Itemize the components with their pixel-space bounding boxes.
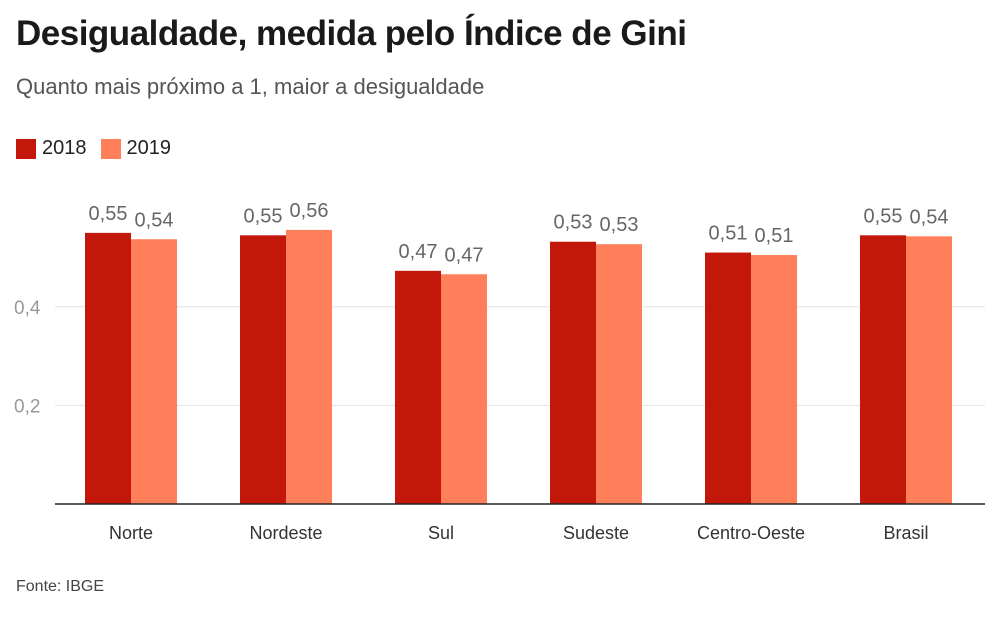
bar-2019 <box>751 255 797 504</box>
y-tick-label: 0,4 <box>14 298 41 319</box>
legend: 2018 2019 <box>16 137 171 160</box>
bar-2019 <box>131 239 177 504</box>
y-tick-label: 0,2 <box>14 396 40 417</box>
x-tick-label: Norte <box>109 523 153 543</box>
bar-2019 <box>286 229 332 504</box>
bar-2018 <box>395 270 441 504</box>
bar-2019 <box>906 236 952 504</box>
bar-2018 <box>85 232 131 504</box>
data-label-2018: 0,55 <box>89 203 128 225</box>
data-label-2019: 0,47 <box>445 244 484 266</box>
x-tick-label: Sul <box>428 523 454 543</box>
data-label-2018: 0,47 <box>399 241 438 263</box>
legend-swatch-2019 <box>100 138 121 159</box>
legend-label-2018: 2018 <box>42 137 87 159</box>
bar-2019 <box>596 244 642 504</box>
x-tick-label: Brasil <box>883 523 928 543</box>
bar-2018 <box>860 235 906 504</box>
data-label-2019: 0,54 <box>135 209 174 231</box>
data-label-2018: 0,55 <box>864 205 903 227</box>
chart-title: Desigualdade, medida pelo Índice de Gini <box>16 14 687 53</box>
data-label-2019: 0,51 <box>755 225 794 247</box>
data-label-2019: 0,53 <box>600 214 639 236</box>
x-tick-label: Nordeste <box>249 523 322 543</box>
bar-2018 <box>240 235 286 504</box>
data-label-2018: 0,55 <box>244 205 283 227</box>
x-tick-label: Centro-Oeste <box>697 523 805 543</box>
bar-2018 <box>550 241 596 504</box>
data-label-2019: 0,56 <box>290 200 329 222</box>
data-label-2018: 0,53 <box>554 212 593 234</box>
data-label-2019: 0,54 <box>910 206 949 228</box>
chart-subtitle: Quanto mais próximo a 1, maior a desigua… <box>16 74 485 99</box>
data-label-2018: 0,51 <box>709 223 748 245</box>
x-tick-label: Sudeste <box>563 523 629 543</box>
legend-swatch-2018 <box>16 138 36 159</box>
source-note: Fonte: IBGE <box>16 578 105 595</box>
bar-2018 <box>705 252 751 504</box>
legend-item-2018: 2018 <box>16 137 87 160</box>
legend-label-2019: 2019 <box>126 137 172 159</box>
legend-item-2019: 2019 <box>100 137 172 160</box>
bar-2019 <box>441 274 487 504</box>
